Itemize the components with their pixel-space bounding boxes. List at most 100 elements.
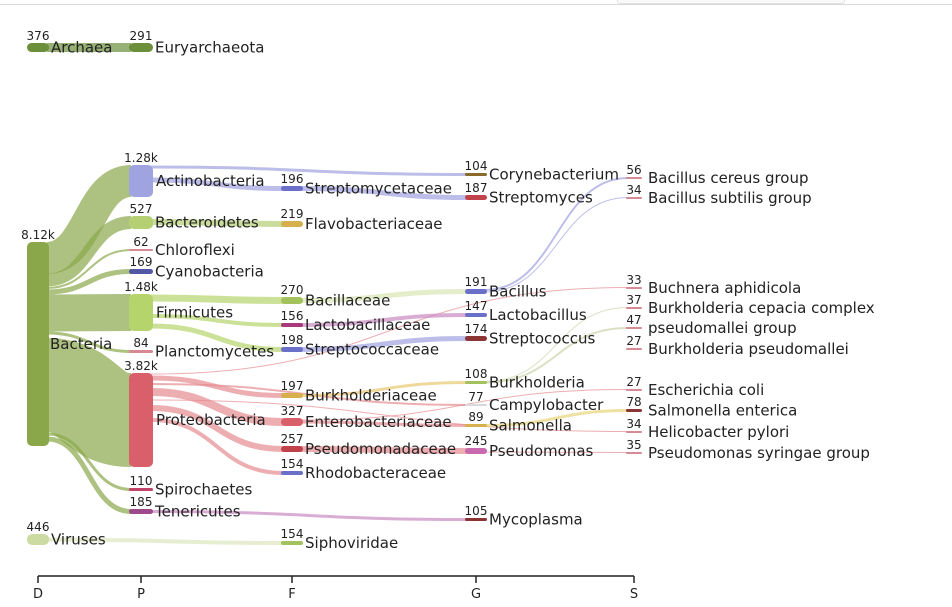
- node-bar-enterobacteriaceae[interactable]: [281, 418, 303, 426]
- node-bacillus-cereus[interactable]: 56 Bacillus cereus group: [626, 163, 809, 187]
- link-viruses-to-siphoviridae[interactable]: [46, 537, 284, 545]
- node-bar-flavobacteriaceae[interactable]: [281, 221, 303, 227]
- node-bar-siphoviridae[interactable]: [281, 541, 303, 545]
- node-bar-pseudomallei-group[interactable]: [626, 327, 642, 329]
- node-bacteria[interactable]: 8.12k Bacteria: [21, 228, 112, 446]
- node-bar-bacillus-subtilis[interactable]: [626, 197, 642, 199]
- link-firmicutes-to-streptococcaceae[interactable]: [150, 323, 284, 352]
- link-salmonella-to-salmonella-enterica[interactable]: [484, 409, 629, 427]
- node-helicobacter-pylori[interactable]: 34 Helicobacter pylori: [626, 417, 789, 441]
- link-burkholderia-to-pseudomallei-group[interactable]: [484, 327, 629, 384]
- link-bacteria-to-tenericutes[interactable]: [46, 436, 132, 514]
- node-burkholderia[interactable]: 108 Burkholderia: [465, 367, 585, 392]
- link-lactobacillaceae-to-lactobacillus[interactable]: [300, 313, 468, 327]
- node-campylobacter[interactable]: 77 Campylobacter: [465, 390, 604, 414]
- node-mycoplasma[interactable]: 105 Mycoplasma: [465, 504, 583, 529]
- node-buchnera[interactable]: 33 Buchnera aphidicola: [626, 273, 801, 297]
- link-enterobacteriaceae-to-salmonella[interactable]: [300, 420, 468, 427]
- link-bacillus-to-bacillus-cereus[interactable]: [484, 177, 629, 291]
- node-bar-firmicutes[interactable]: [129, 294, 153, 331]
- link-bacillus-to-bacillus-subtilis[interactable]: [484, 197, 629, 293]
- link-bacteria-to-firmicutes[interactable]: [46, 294, 132, 332]
- node-bar-lactobacillaceae[interactable]: [281, 323, 303, 327]
- node-bar-salmonella-enterica[interactable]: [626, 409, 642, 412]
- node-bar-streptomycetaceae[interactable]: [281, 186, 303, 191]
- node-siphoviridae[interactable]: 154 Siphoviridae: [281, 527, 399, 552]
- node-bar-streptococcaceae[interactable]: [281, 347, 303, 352]
- node-corynebacterium[interactable]: 104 Corynebacterium: [465, 159, 619, 184]
- node-rhodobacteraceae[interactable]: 154 Rhodobacteraceae: [281, 457, 447, 482]
- link-bacteroidetes-to-flavobacteriaceae[interactable]: [150, 219, 284, 227]
- node-pseudomallei-group[interactable]: 47 pseudomallei group: [626, 313, 797, 337]
- node-pseudomonas-syringae[interactable]: 35 Pseudomonas syringae group: [626, 438, 870, 462]
- link-proteobacteria-to-rhodobacteraceae[interactable]: [150, 418, 284, 475]
- node-bar-cyanobacteria[interactable]: [129, 269, 153, 274]
- node-proteobacteria[interactable]: 3.82k Proteobacteria: [124, 359, 266, 467]
- node-bar-escherichia-coli[interactable]: [626, 389, 642, 391]
- node-lactobacillus[interactable]: 147 Lactobacillus: [465, 299, 587, 324]
- link-pseudomonadaceae-to-pseudomonas[interactable]: [300, 446, 468, 454]
- node-bar-burkholderia[interactable]: [465, 381, 487, 384]
- node-bar-pseudomonadaceae[interactable]: [281, 446, 303, 452]
- link-proteobacteria-to-buchnera[interactable]: [150, 287, 629, 375]
- node-bar-bacteroidetes[interactable]: [129, 216, 153, 229]
- node-bar-streptomyces[interactable]: [465, 195, 487, 200]
- link-bacteria-to-bacteroidetes[interactable]: [46, 216, 132, 287]
- node-planctomycetes[interactable]: 84 Planctomycetes: [129, 336, 274, 361]
- node-bar-burkholderia-pseudomallei[interactable]: [626, 348, 642, 350]
- link-bacillaceae-to-bacillus[interactable]: [300, 289, 468, 303]
- link-bacteria-to-spirochaetes[interactable]: [46, 432, 132, 491]
- node-bar-buchnera[interactable]: [626, 287, 642, 289]
- node-bar-bacteria[interactable]: [27, 242, 49, 446]
- node-bar-rhodobacteraceae[interactable]: [281, 471, 303, 475]
- node-salmonella[interactable]: 89 Salmonella: [465, 410, 572, 435]
- link-proteobacteria-to-enterobacteriaceae[interactable]: [150, 388, 284, 426]
- node-bar-campylobacter[interactable]: [465, 404, 487, 406]
- node-bar-chloroflexi[interactable]: [129, 249, 153, 251]
- link-proteobacteria-to-pseudomonadaceae[interactable]: [150, 405, 284, 452]
- node-bar-archaea[interactable]: [27, 43, 49, 52]
- link-actinobacteria-to-corynebacterium[interactable]: [150, 165, 468, 176]
- link-bacteria-to-proteobacteria[interactable]: [43, 338, 135, 467]
- link-firmicutes-to-bacillaceae[interactable]: [150, 294, 284, 304]
- node-bar-spirochaetes[interactable]: [129, 488, 153, 491]
- link-streptococcaceae-to-streptococcus[interactable]: [300, 336, 468, 352]
- link-pseudomonas-to-pseudomonas-syringae[interactable]: [484, 451, 629, 453]
- link-proteobacteria-to-burkholderiaceae[interactable]: [150, 375, 284, 398]
- node-bar-tenericutes[interactable]: [129, 509, 153, 514]
- node-bacillus-subtilis[interactable]: 34 Bacillus subtilis group: [626, 183, 812, 207]
- node-bar-bacillaceae[interactable]: [281, 297, 303, 304]
- node-firmicutes[interactable]: 1.48k Firmicutes: [124, 280, 233, 331]
- node-escherichia-coli[interactable]: 27 Escherichia coli: [626, 375, 764, 399]
- node-bar-streptococcus[interactable]: [465, 336, 487, 341]
- link-bacteria-to-planctomycetes[interactable]: [46, 331, 132, 353]
- link-enterobacteriaceae-to-escherichia-coli[interactable]: [300, 389, 629, 421]
- node-bar-pseudomonas-syringae[interactable]: [626, 452, 642, 454]
- node-bar-corynebacterium[interactable]: [465, 173, 487, 176]
- link-tenericutes-to-mycoplasma[interactable]: [150, 510, 468, 521]
- node-salmonella-enterica[interactable]: 78 Salmonella enterica: [626, 395, 797, 420]
- node-bar-burkholderiaceae[interactable]: [281, 393, 303, 398]
- node-lactobacillaceae[interactable]: 156 Lactobacillaceae: [281, 309, 431, 334]
- node-burkholderia-pseudomallei[interactable]: 27 Burkholderia pseudomallei: [626, 334, 849, 358]
- node-bar-pseudomonas[interactable]: [465, 448, 487, 454]
- link-streptomycetaceae-to-streptomyces[interactable]: [300, 186, 468, 200]
- node-burkholderia-cepacia[interactable]: 37 Burkholderia cepacia complex: [626, 293, 875, 317]
- node-bar-salmonella[interactable]: [465, 424, 487, 427]
- link-bacteria-to-cyanobacteria[interactable]: [46, 269, 132, 295]
- node-bar-actinobacteria[interactable]: [129, 165, 153, 197]
- link-burkholderia-to-burkholderia-cepacia[interactable]: [484, 307, 629, 382]
